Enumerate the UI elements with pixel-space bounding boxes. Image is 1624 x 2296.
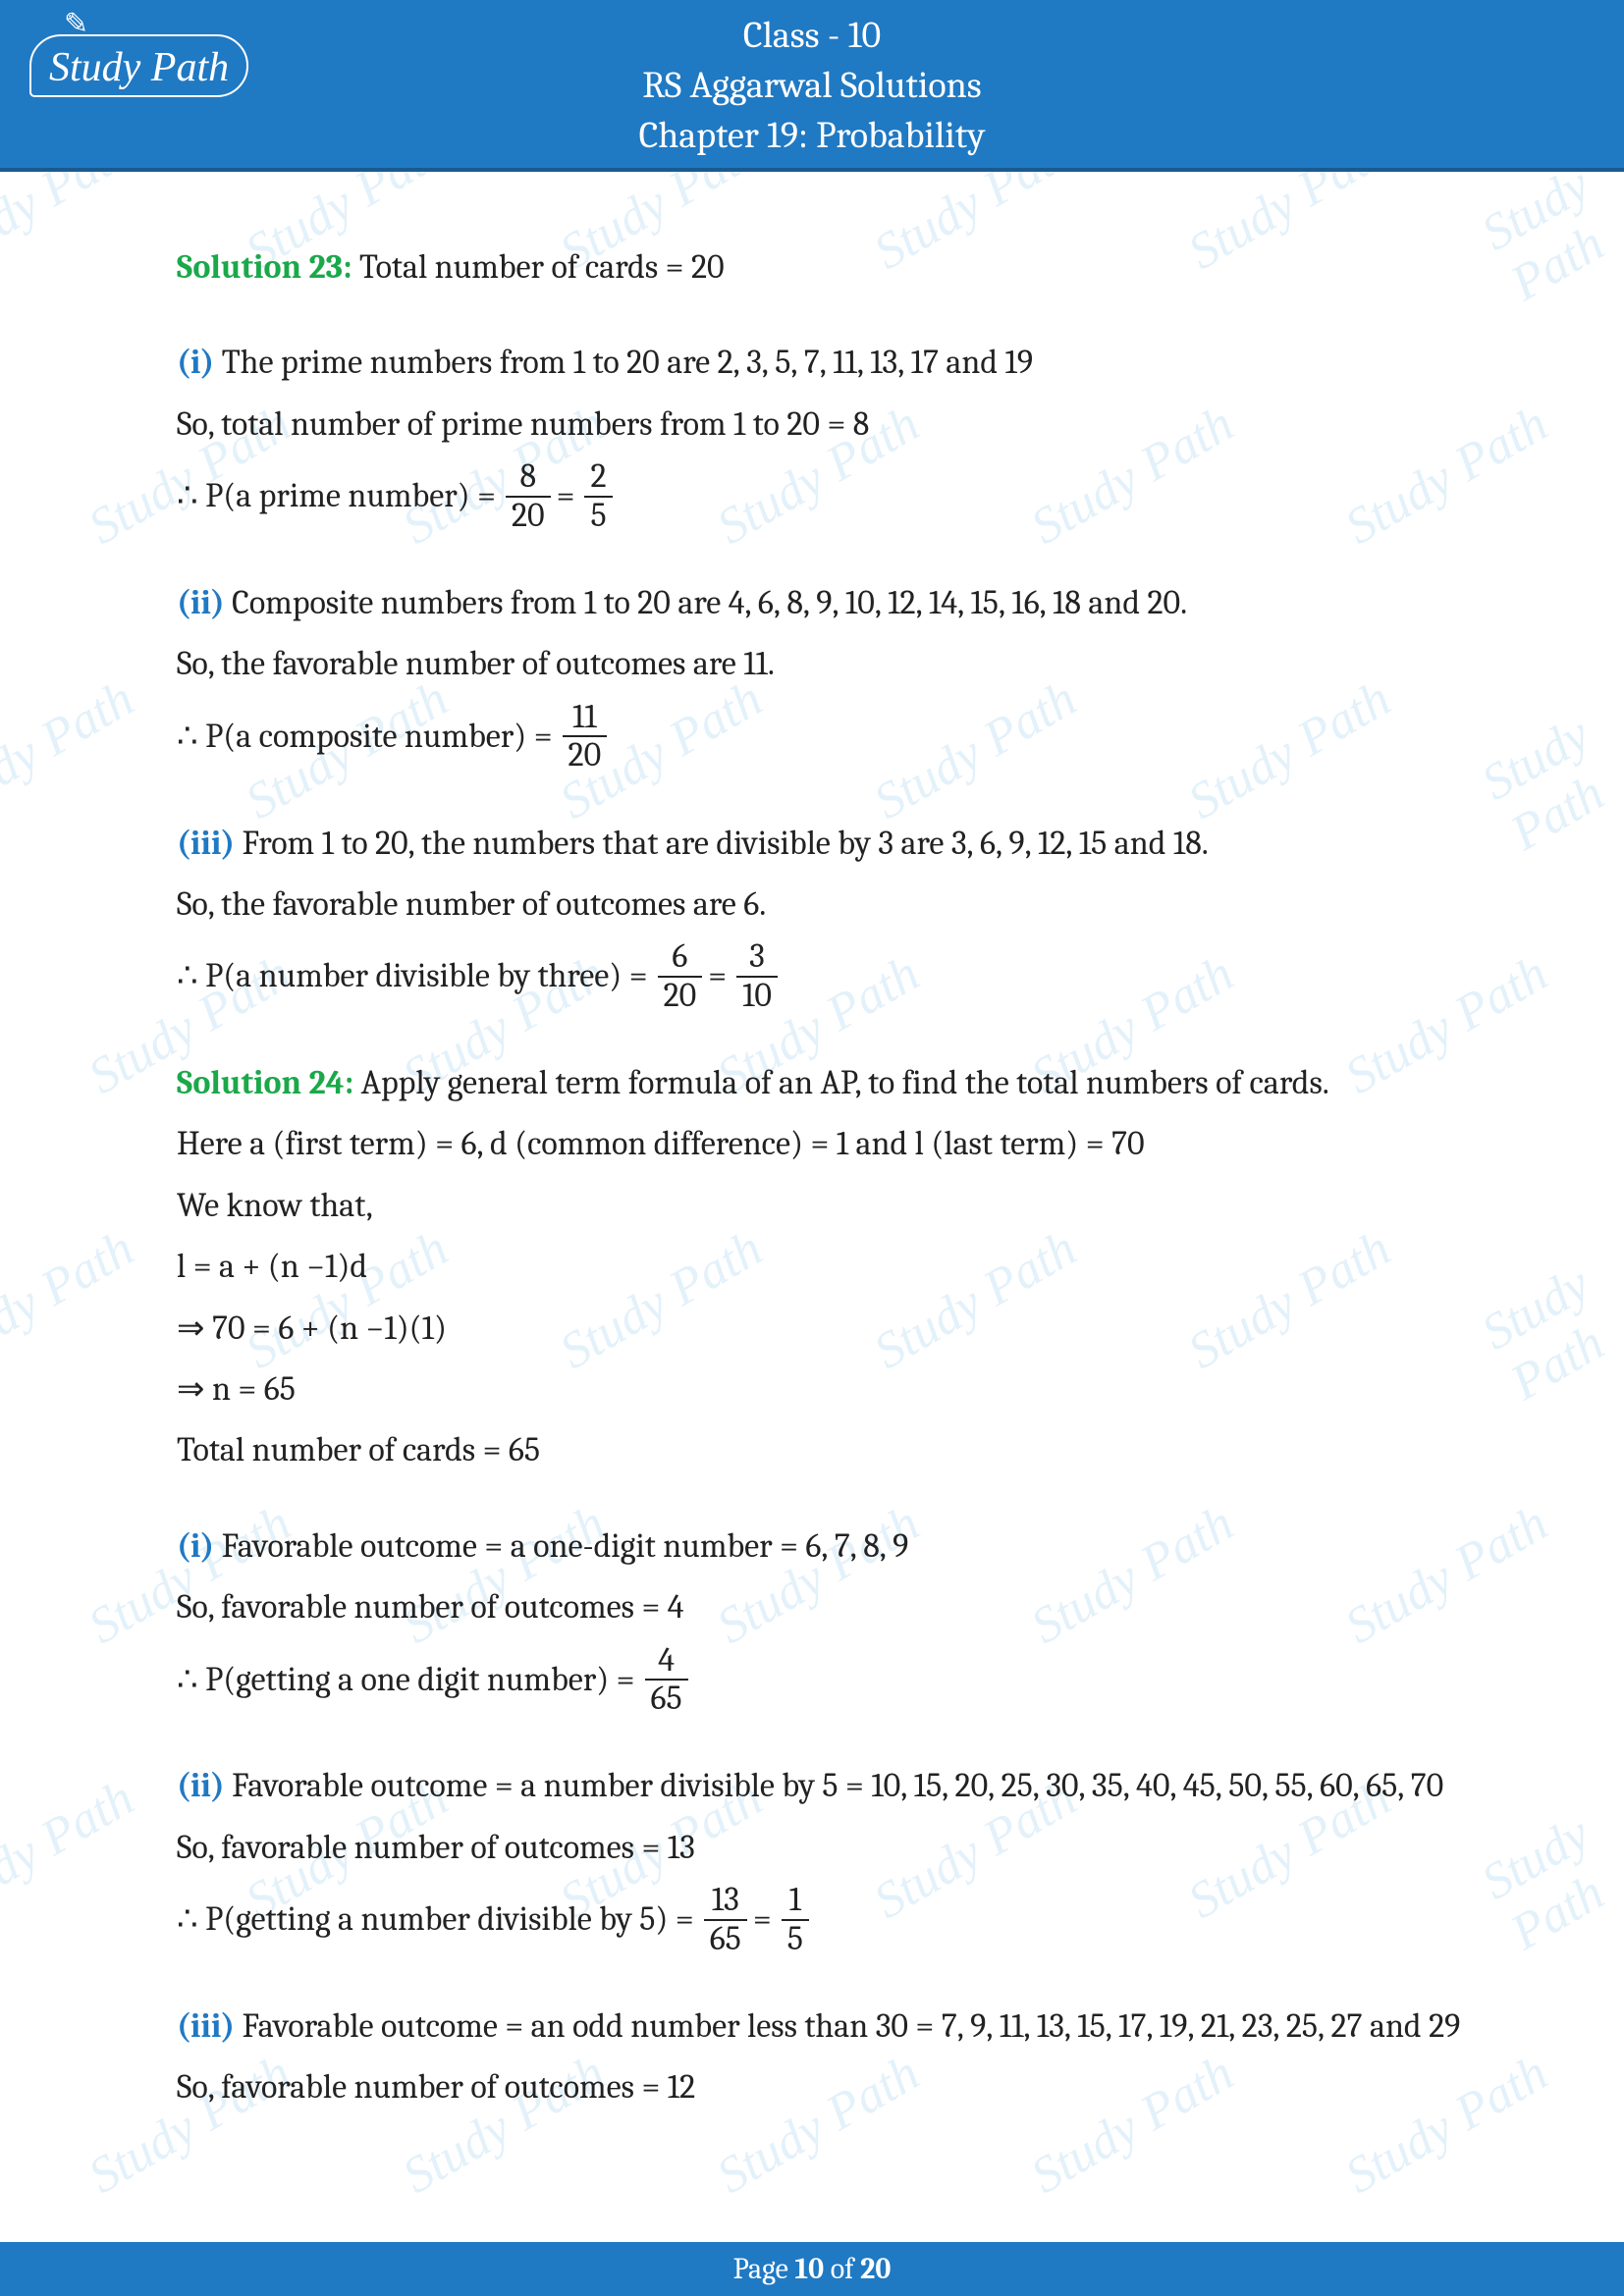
sol24-iii-line1: (iii) Favorable outcome = an odd number … (177, 2000, 1526, 2053)
sol23-iii-eq: ∴ P(a number divisible by three) = 620 =… (177, 938, 1526, 1014)
header-line3: Chapter 19: Probability (0, 111, 1624, 161)
logo-text: Study Path (29, 34, 248, 97)
part-ii: (ii) (177, 583, 225, 622)
footer-mid: of (824, 2252, 860, 2286)
eq-mid: = (753, 1893, 772, 1946)
part-iii: (iii) (177, 824, 235, 863)
fraction: 820 (506, 458, 551, 534)
sol24-ii-line1: (ii) Favorable outcome = a number divisi… (177, 1759, 1526, 1812)
fraction: 1120 (563, 699, 608, 774)
fraction: 465 (645, 1642, 688, 1718)
sol24-i-line1: (i) Favorable outcome = a one-digit numb… (177, 1520, 1526, 1573)
logo: ✎ Study Path (29, 34, 248, 97)
fraction: 310 (736, 938, 778, 1014)
sol23-ii-line1: (ii) Composite numbers from 1 to 20 are … (177, 576, 1526, 629)
sol23-i-line2: So, total number of prime numbers from 1… (177, 398, 1526, 451)
footer-total: 20 (860, 2252, 891, 2286)
sol24-iii-line2: So, favorable number of outcomes = 12 (177, 2060, 1526, 2113)
part-iii: (iii) (177, 2006, 235, 2046)
sol23-i-line1: (i) The prime numbers from 1 to 20 are 2… (177, 336, 1526, 389)
sol24-label: Solution 24: (177, 1063, 353, 1102)
sol23-iii-line2: So, the favorable number of outcomes are… (177, 878, 1526, 931)
part-ii: (ii) (177, 1766, 225, 1805)
fraction: 15 (782, 1882, 809, 1957)
sol24-i-line2: So, favorable number of outcomes = 4 (177, 1580, 1526, 1633)
sol24-line2: Here a (first term) = 6, d (common diffe… (177, 1117, 1526, 1170)
eq-prefix: ∴ P(a prime number) = (177, 469, 496, 522)
eq-mid: = (557, 469, 575, 522)
sol24-intro: Solution 24: Apply general term formula … (177, 1056, 1526, 1109)
part-i: (i) (177, 1526, 214, 1566)
eq-mid: = (708, 949, 727, 1002)
sol24-ii-text1: Favorable outcome = a number divisible b… (225, 1766, 1444, 1805)
fraction: 1365 (704, 1882, 747, 1957)
eq-prefix: ∴ P(a composite number) = (177, 710, 553, 763)
sol23-ii-text1: Composite numbers from 1 to 20 are 4, 6,… (225, 583, 1187, 622)
sol24-line5: ⇒ 70 = 6 + (n −1)(1) (177, 1302, 1526, 1355)
sol23-intro: Solution 23: Total number of cards = 20 (177, 240, 1526, 294)
sol23-ii-line2: So, the favorable number of outcomes are… (177, 637, 1526, 690)
sol24-line3: We know that, (177, 1179, 1526, 1232)
eq-prefix: ∴ P(getting a number divisible by 5) = (177, 1893, 694, 1946)
sol23-ii-eq: ∴ P(a composite number) = 1120 (177, 699, 1526, 774)
sol23-iii-text1: From 1 to 20, the numbers that are divis… (235, 824, 1209, 863)
footer-page: 10 (794, 2252, 824, 2286)
sol23-i-text1: The prime numbers from 1 to 20 are 2, 3,… (214, 343, 1033, 382)
sol24-line7: Total number of cards = 65 (177, 1423, 1526, 1476)
sol24-iii-text1: Favorable outcome = an odd number less t… (235, 2006, 1460, 2046)
sol23-i-eq: ∴ P(a prime number) = 820 = 25 (177, 458, 1526, 534)
sol24-line6: ⇒ n = 65 (177, 1362, 1526, 1415)
sol23-iii-line1: (iii) From 1 to 20, the numbers that are… (177, 817, 1526, 870)
page-header: ✎ Study Path Class - 10 RS Aggarwal Solu… (0, 0, 1624, 172)
part-i: (i) (177, 343, 214, 382)
sol24-intro-text: Apply general term formula of an AP, to … (353, 1063, 1329, 1102)
sol24-line4: l = a + (n −1)d (177, 1240, 1526, 1293)
sol24-ii-eq: ∴ P(getting a number divisible by 5) = 1… (177, 1882, 1526, 1957)
sol24-ii-line2: So, favorable number of outcomes = 13 (177, 1821, 1526, 1874)
page-footer: Page 10 of 20 (0, 2242, 1624, 2296)
fraction: 25 (584, 458, 612, 534)
sol23-label: Solution 23: (177, 247, 352, 287)
fraction: 620 (658, 938, 703, 1014)
footer-prefix: Page (733, 2252, 795, 2286)
eq-prefix: ∴ P(getting a one digit number) = (177, 1653, 635, 1706)
eq-prefix: ∴ P(a number divisible by three) = (177, 949, 648, 1002)
sol23-intro-text: Total number of cards = 20 (352, 247, 725, 287)
sol24-i-text1: Favorable outcome = a one-digit number =… (214, 1526, 908, 1566)
content: Solution 23: Total number of cards = 20 … (0, 172, 1624, 2152)
sol24-i-eq: ∴ P(getting a one digit number) = 465 (177, 1642, 1526, 1718)
